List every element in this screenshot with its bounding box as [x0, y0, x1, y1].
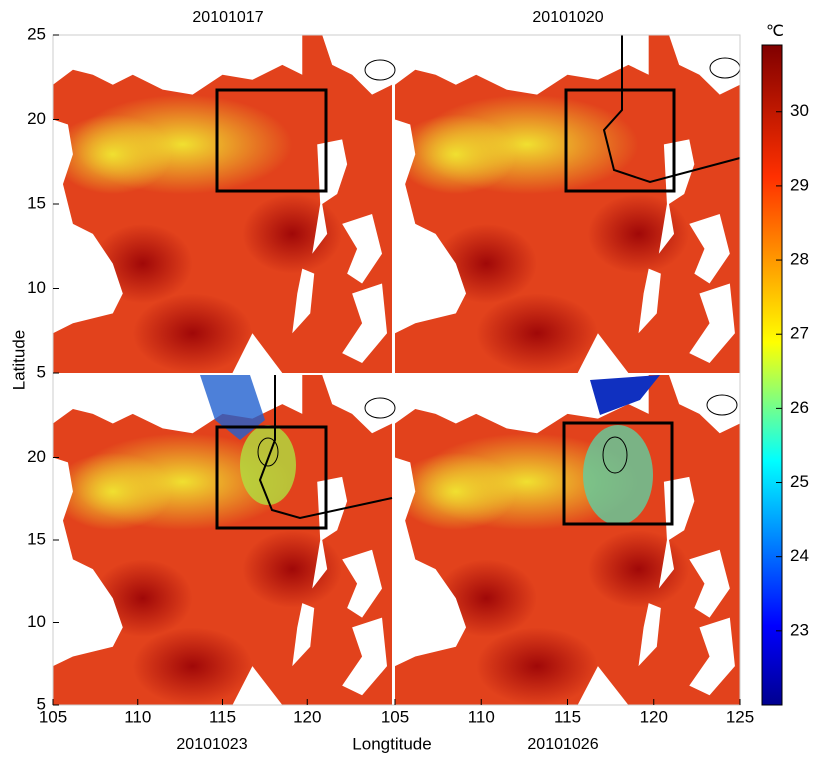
sst-field [395, 35, 740, 373]
contour [706, 394, 738, 416]
x-tick-label: 125 [726, 707, 754, 726]
y-tick-label: 25 [27, 24, 46, 43]
colorbar-tick-label: 24 [790, 546, 809, 565]
frame [52, 34, 741, 706]
x-tick-label: 115 [554, 707, 581, 726]
contour [364, 397, 396, 419]
x-tick-label: 110 [468, 707, 495, 726]
y-tick-label: 15 [27, 529, 46, 548]
y-tick-label: 20 [27, 447, 46, 466]
contour [364, 59, 396, 81]
panel-title: 20101020 [532, 9, 603, 26]
overlays [52, 34, 741, 706]
x-tick-label: 105 [381, 707, 409, 726]
y-tick-label: 10 [27, 612, 46, 631]
sst-field [395, 375, 740, 705]
panel-title: 20101017 [192, 9, 263, 26]
y-tick-label: 5 [37, 362, 46, 381]
y-axis-label: Latitude [9, 330, 28, 391]
colorbar-tick-label: 30 [790, 101, 809, 120]
x-tick-label: 110 [124, 707, 151, 726]
x-tick-label: 120 [293, 707, 321, 726]
cold-patch [583, 425, 653, 525]
x-tick-label: 120 [640, 707, 668, 726]
x-tick-label: 105 [39, 707, 67, 726]
x-tick-label: 115 [209, 707, 236, 726]
contour [257, 437, 279, 467]
x-axis-label: Longtitude [352, 734, 431, 753]
region-box [215, 425, 328, 530]
colorbar-tick-label: 23 [790, 620, 809, 639]
typhoon-track [258, 375, 393, 520]
colorbar-tick-label: 25 [790, 472, 809, 491]
colorbar-tick-label: 27 [790, 324, 809, 343]
y-tick-label: 5 [37, 694, 46, 713]
y-tick-label: 15 [27, 193, 46, 212]
region-box [215, 88, 328, 193]
cold-patch [240, 425, 296, 505]
y-tick-label: 10 [27, 278, 46, 297]
panel-title: 20101026 [527, 736, 598, 753]
sst-field [53, 35, 392, 373]
region-box [562, 421, 674, 526]
colorbar-tick-label: 29 [790, 175, 809, 194]
colorbar [761, 44, 783, 706]
colorbar-tick-label: 26 [790, 398, 809, 417]
panel-title: 20101023 [176, 736, 247, 753]
colorbar-unit: ℃ [766, 23, 784, 40]
region-box [564, 88, 676, 193]
typhoon-track [602, 35, 741, 184]
y-tick-label: 20 [27, 109, 46, 128]
contour [602, 436, 628, 474]
cold-patch [200, 375, 265, 440]
panel-fields [53, 35, 740, 705]
cold-patch [590, 375, 660, 415]
colorbar-tick-label: 28 [790, 250, 809, 269]
